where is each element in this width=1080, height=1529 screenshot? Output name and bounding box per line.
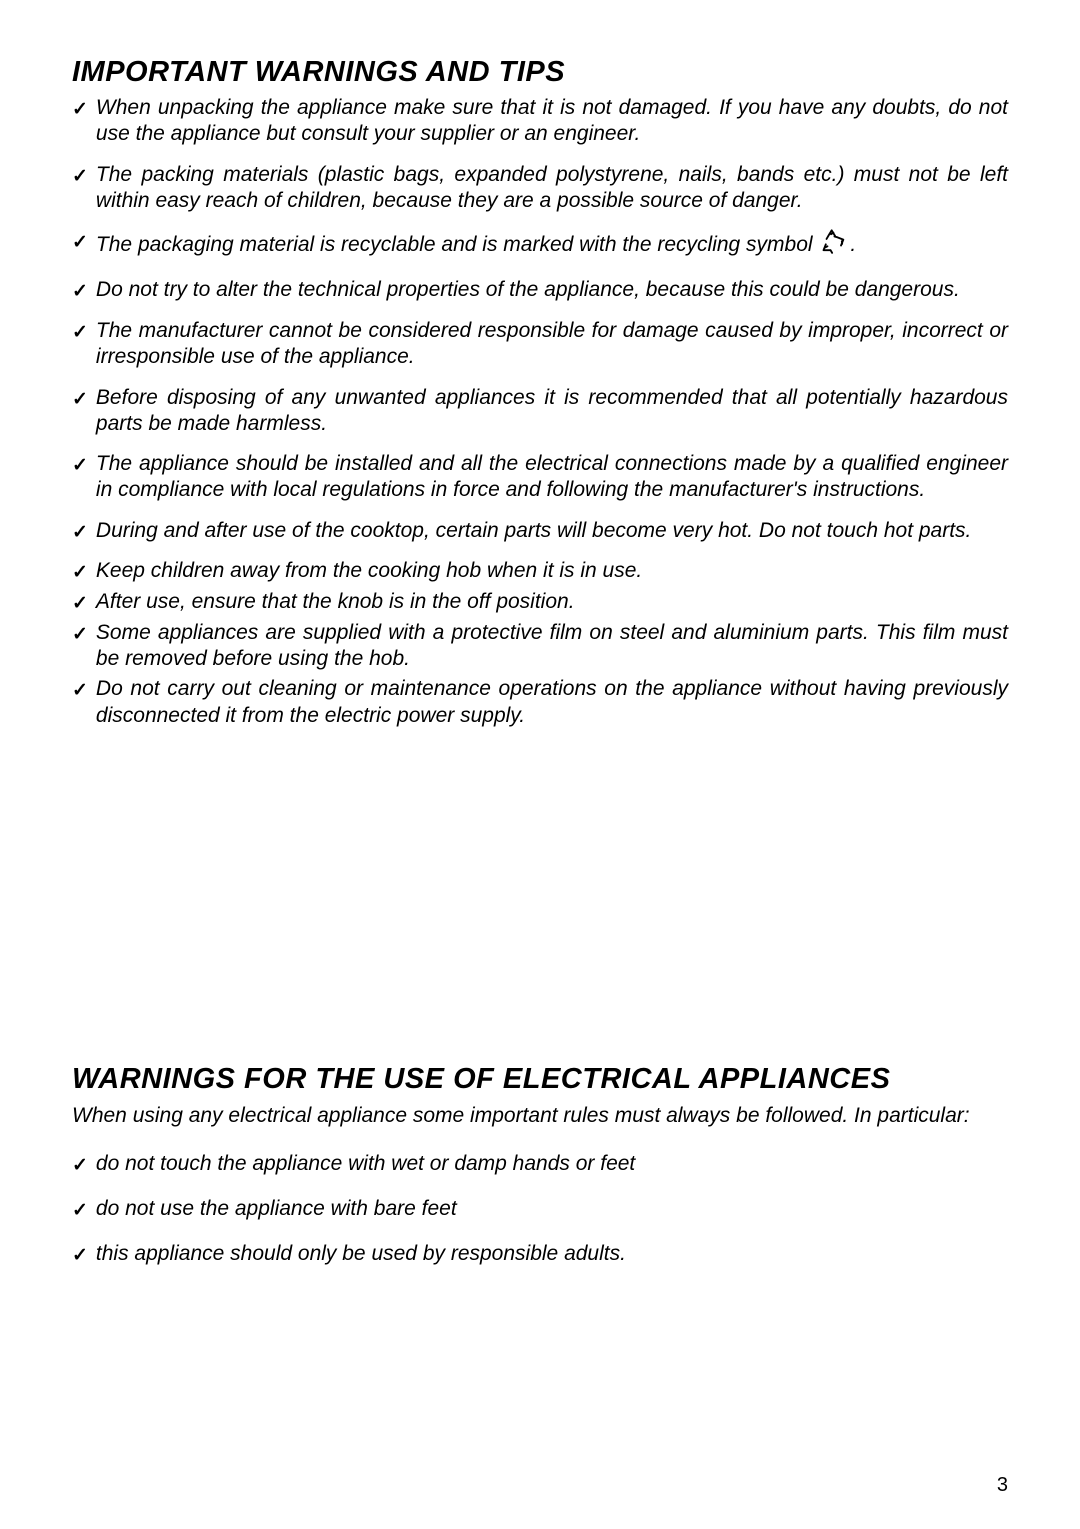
list-item: ✓ Do not carry out cleaning or maintenanc… [72,676,1008,729]
tick-icon: ✓ [72,231,88,255]
tick-icon: ✓ [72,1244,88,1268]
tick-icon: ✓ [72,1154,88,1178]
list-item: ✓ do not use the appliance with bare feet [72,1196,1008,1223]
list-item: ✓ The packing materials (plastic bags, ex… [72,162,1008,215]
list-text: Keep children away from the cooking hob … [96,558,1008,584]
list-item: ✓ this appliance should only be used by r… [72,1241,1008,1268]
list-text: do not use the appliance with bare feet [96,1196,1008,1222]
list-text: The packing materials (plastic bags, exp… [96,162,1008,215]
list-text: After use, ensure that the knob is in th… [96,589,1008,615]
tick-icon: ✓ [72,388,88,412]
list-text: The appliance should be installed and al… [96,451,1008,504]
list-text: Before disposing of any unwanted applian… [96,385,1008,438]
tick-icon: ✓ [72,98,88,122]
tick-icon: ✓ [72,1199,88,1223]
section2-list: ✓ do not touch the appliance with wet or … [72,1151,1008,1267]
tick-icon: ✓ [72,679,88,703]
list-item: ✓ During and after use of the cooktop, ce… [72,518,1008,545]
section1-title: IMPORTANT WARNINGS AND TIPS [72,56,1008,89]
tick-icon: ✓ [72,623,88,647]
list-item: ✓ After use, ensure that the knob is in t… [72,589,1008,616]
page-number: 3 [997,1474,1008,1497]
tick-icon: ✓ [72,592,88,616]
list-text: When unpacking the appliance make sure t… [96,95,1008,148]
list-item: ✓ Before disposing of any unwanted applia… [72,385,1008,438]
list-item: ✓ When unpacking the appliance make sure … [72,95,1008,148]
section2-intro: When using any electrical appliance some… [72,1102,1008,1129]
tick-icon: ✓ [72,561,88,585]
recycling-icon [820,228,848,263]
tick-icon: ✓ [72,165,88,189]
list-text: do not touch the appliance with wet or d… [96,1151,1008,1177]
list-item: ✓ Do not try to alter the technical prope… [72,277,1008,304]
list-item: ✓ The packaging material is recyclable an… [72,228,1008,263]
list-item: ✓ Some appliances are supplied with a pro… [72,620,1008,673]
list-item: ✓ The manufacturer cannot be considered r… [72,318,1008,371]
tick-icon: ✓ [72,321,88,345]
list-text: Some appliances are supplied with a prot… [96,620,1008,673]
list-text: this appliance should only be used by re… [96,1241,1008,1267]
section2-title: WARNINGS FOR THE USE OF ELECTRICAL APPLI… [72,1063,1008,1096]
list-item: ✓ do not touch the appliance with wet or … [72,1151,1008,1178]
list-text: Do not carry out cleaning or maintenance… [96,676,1008,729]
list-text: The packaging material is recyclable and… [96,228,1008,263]
section1-list: ✓ When unpacking the appliance make sure … [72,95,1008,544]
list-text: During and after use of the cooktop, cer… [96,518,1008,544]
section1-list-tight: ✓ Keep children away from the cooking hob… [72,558,1008,729]
list-item: ✓ The appliance should be installed and a… [72,451,1008,504]
tick-icon: ✓ [72,454,88,478]
list-text: Do not try to alter the technical proper… [96,277,1008,303]
list-item: ✓ Keep children away from the cooking hob… [72,558,1008,585]
tick-icon: ✓ [72,521,88,545]
tick-icon: ✓ [72,280,88,304]
list-text: The manufacturer cannot be considered re… [96,318,1008,371]
